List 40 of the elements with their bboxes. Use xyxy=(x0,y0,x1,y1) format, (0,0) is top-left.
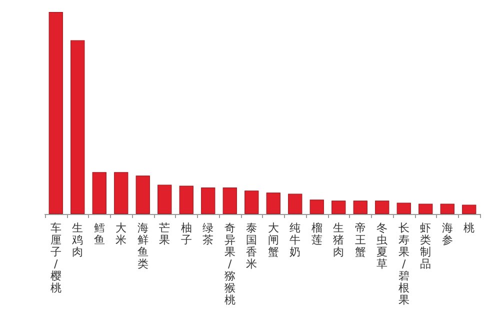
bar xyxy=(201,188,216,214)
bar xyxy=(288,194,302,214)
x-tick-label: 车厘子/樱桃 xyxy=(50,222,62,294)
x-tick-label: 泰国香米 xyxy=(246,222,258,270)
x-tick-label: 鳕鱼 xyxy=(94,222,105,246)
x-tick-label: 柚子 xyxy=(180,222,192,246)
x-tick-label: 榴莲 xyxy=(311,222,322,246)
bar xyxy=(310,200,324,214)
bar xyxy=(179,186,194,214)
bar xyxy=(222,188,237,214)
x-tick-label: 长寿果/碧根果 xyxy=(398,222,410,306)
bar xyxy=(70,40,85,214)
bar xyxy=(158,184,172,214)
bar xyxy=(48,12,63,214)
x-tick-label: 绿茶 xyxy=(202,222,214,246)
bar xyxy=(92,172,106,214)
x-tick-label: 纯牛奶 xyxy=(290,222,301,258)
x-tick-label: 大闸蟹 xyxy=(268,222,279,258)
x-tick-label: 冬虫夏草 xyxy=(376,222,388,270)
x-tick-label: 大米 xyxy=(116,222,127,246)
bar xyxy=(375,200,390,214)
bar xyxy=(418,204,433,214)
bar xyxy=(462,204,476,214)
x-tick-label: 生猪肉 xyxy=(333,222,344,258)
x-tick-label: 奇异果/猕猴桃 xyxy=(224,222,236,306)
x-tick-label: 芒果 xyxy=(159,222,170,246)
x-tick-label: 海参 xyxy=(442,222,453,246)
bar xyxy=(244,190,259,214)
bar xyxy=(396,202,411,214)
x-tick-label: 桃 xyxy=(464,222,475,234)
bar xyxy=(353,200,368,214)
x-tick-label: 海鲜鱼类 xyxy=(137,222,148,270)
bar xyxy=(332,200,346,214)
x-tick-label: 生鸡肉 xyxy=(71,222,84,258)
bar xyxy=(136,176,150,214)
bar xyxy=(440,204,454,214)
x-tick-label: 虾类制品 xyxy=(420,222,432,270)
x-tick-label: 帝王蟹 xyxy=(354,222,366,258)
bar xyxy=(266,192,280,214)
bar xyxy=(114,172,128,214)
